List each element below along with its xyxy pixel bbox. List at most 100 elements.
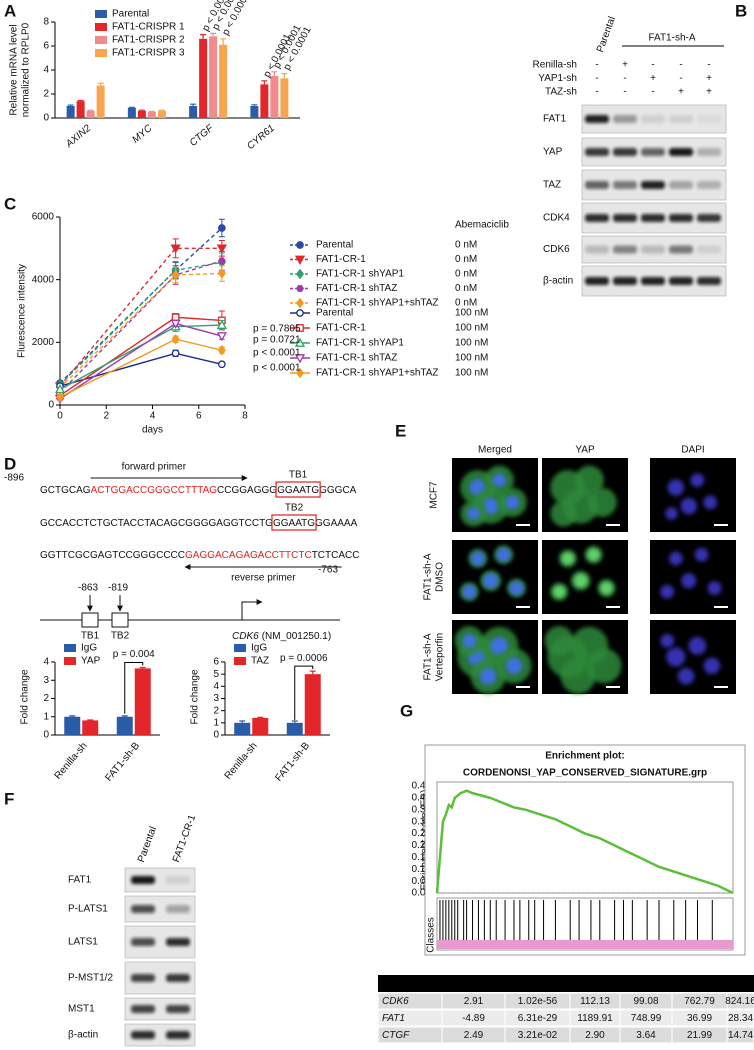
sequence-segment: GGTTCGCGAGTCCGGGCCCC xyxy=(40,550,185,561)
cell-nucleus xyxy=(677,667,695,685)
blot-band xyxy=(131,905,155,913)
table-cell-text: 21.99 xyxy=(687,1030,712,1041)
legend-dose: 0 nM xyxy=(455,298,477,309)
y-tick-label: 0 xyxy=(48,400,54,411)
chart-title: CORDENONSI_YAP_CONSERVED_SIGNATURE.grp xyxy=(463,768,707,779)
x-tick-label: FAT1-sh-B xyxy=(103,740,142,783)
sequence-line: GCCACCTCTGCTACCTACAGCGGGGAGGTCCTGGGAATGG… xyxy=(40,518,358,529)
point xyxy=(216,244,227,254)
sequence-segment: GGAATG xyxy=(277,485,319,496)
error-bar xyxy=(121,715,128,717)
condition-label: YAP1-sh xyxy=(538,73,577,84)
legend-label: FAT1-CR-1 xyxy=(316,254,366,265)
classes-label: Classes xyxy=(426,917,437,953)
error-bar xyxy=(251,104,258,106)
cell-nucleus xyxy=(462,584,477,599)
bar xyxy=(96,85,105,118)
point xyxy=(170,244,181,254)
x-tick-label: 0 xyxy=(57,411,63,422)
legend-swatch xyxy=(95,23,107,31)
sequence-segment: GCCACCTCTGCTACCTACAGCGGGGAGGTCCTG xyxy=(40,518,273,529)
y-tick-label: 1 xyxy=(43,711,49,722)
micrograph xyxy=(650,458,736,532)
legend-marker xyxy=(294,354,306,364)
legend-swatch xyxy=(95,49,107,57)
sequence-end: -763 xyxy=(318,565,338,576)
point xyxy=(171,313,180,322)
y-tick-label: 2000 xyxy=(32,337,55,348)
legend-header: Abemaciclib xyxy=(455,220,509,231)
y-tick-label: 0.20 xyxy=(412,840,432,851)
cell-nucleus xyxy=(470,551,485,566)
series-line xyxy=(59,247,222,387)
cell-nucleus xyxy=(660,633,675,648)
legend-label: IgG xyxy=(251,643,267,654)
cell-nucleus xyxy=(680,497,697,515)
error-bar xyxy=(309,670,316,675)
legend-marker xyxy=(294,337,306,347)
y-tick-label: 0.40 xyxy=(412,793,432,804)
legend-label: Parental xyxy=(112,9,149,20)
blot-band xyxy=(697,115,721,123)
table-cell-text: 99.08 xyxy=(633,996,658,1007)
condition-sign: - xyxy=(595,73,598,84)
sequence-segment: TCTCACC xyxy=(312,550,360,561)
blot-band xyxy=(613,245,637,254)
condition-sign: + xyxy=(622,60,628,71)
cell-nucleus xyxy=(483,573,499,589)
point xyxy=(171,333,180,345)
legend-marker xyxy=(296,285,304,292)
y-tick-label: 4 xyxy=(43,65,49,76)
cell-nucleus xyxy=(665,507,678,520)
y-tick-label: 6000 xyxy=(32,212,55,223)
y-tick-label: 2 xyxy=(213,705,219,716)
condition-sign: - xyxy=(651,87,654,98)
point xyxy=(218,224,226,232)
blot-band xyxy=(697,277,721,285)
legend-label: FAT1-CR-1 xyxy=(316,323,366,334)
bar xyxy=(234,722,251,735)
x-tick-label: CYR61 xyxy=(245,123,277,152)
chart-title: Enrichment plot: xyxy=(545,751,624,762)
sequence-segment: GGAAAA xyxy=(315,518,358,529)
blot-band xyxy=(697,245,721,254)
position-label: -863 xyxy=(78,583,98,594)
row-label: FAT1-sh-A xyxy=(423,553,434,600)
error-bar xyxy=(220,38,227,45)
table-cell xyxy=(726,1026,754,1044)
blot-band xyxy=(669,214,693,222)
legend-swatch xyxy=(234,644,246,652)
series-line xyxy=(59,260,223,393)
bar xyxy=(127,107,136,118)
column-label: DAPI xyxy=(681,445,704,456)
condition-label: TAZ-sh xyxy=(545,87,577,98)
x-tick-label: CTGF xyxy=(188,122,217,148)
blot-row-label: P-MST1/2 xyxy=(68,973,113,984)
p-value: p = 0.7805 xyxy=(253,324,301,335)
sequence-segment: GAGGACAGAGACCTTCTC xyxy=(185,550,312,561)
point xyxy=(216,332,227,342)
x-tick-label: 6 xyxy=(196,411,202,422)
blot-band xyxy=(641,245,665,254)
bar xyxy=(76,101,85,118)
row-label: Verteporfin xyxy=(435,633,446,681)
legend-marker xyxy=(295,367,305,379)
y-tick-label: 0 xyxy=(43,730,49,741)
legend-marker xyxy=(295,297,305,309)
p-value: p < 0.0001 xyxy=(253,348,301,359)
legend-marker xyxy=(294,255,306,265)
error-bar xyxy=(138,109,145,111)
panel-letter: E xyxy=(395,421,406,440)
column-label: Merged xyxy=(478,445,512,456)
x-tick-label: 4 xyxy=(150,411,156,422)
condition-sign: - xyxy=(595,60,598,71)
element-label: TB1 xyxy=(81,631,100,642)
condition-sign: - xyxy=(651,60,654,71)
condition-label: Renilla-sh xyxy=(533,60,577,71)
cell-nucleus xyxy=(694,547,709,562)
blot-row-label: TAZ xyxy=(543,180,561,191)
error-bar xyxy=(239,720,246,723)
blot-band xyxy=(641,115,665,123)
error-bar xyxy=(257,716,264,718)
